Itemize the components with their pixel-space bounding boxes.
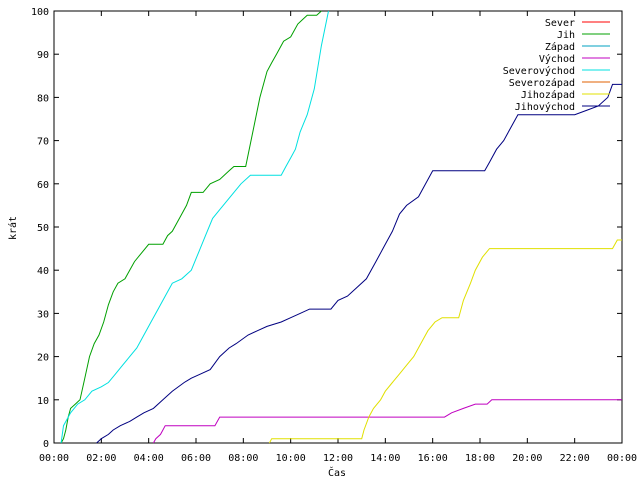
y-tick-label: 10 xyxy=(37,396,49,407)
legend-label: Sever xyxy=(545,18,575,29)
x-tick-label: 00:00 xyxy=(607,453,637,464)
series-line-6 xyxy=(268,239,622,444)
legend-label: Jih xyxy=(557,30,575,41)
x-tick-label: 18:00 xyxy=(465,453,495,464)
y-tick-label: 0 xyxy=(43,439,49,450)
legend-label: Severovýchod xyxy=(503,65,575,77)
legend-label: Východ xyxy=(539,53,575,65)
y-tick-label: 20 xyxy=(37,353,49,364)
series-line-3 xyxy=(152,399,622,444)
x-tick-label: 04:00 xyxy=(134,453,164,464)
y-tick-label: 40 xyxy=(37,266,49,277)
y-tick-label: 70 xyxy=(37,137,49,148)
x-tick-label: 10:00 xyxy=(276,453,306,464)
series-line-7 xyxy=(96,83,622,444)
y-tick-label: 30 xyxy=(37,309,49,320)
x-tick-label: 02:00 xyxy=(86,453,116,464)
legend: SeverJihZápadVýchodSeverovýchodSeverozáp… xyxy=(503,18,610,113)
axes: 0 10 20 30 40 50 60 70 80 90 100 00:00 02:00 04:00 06:… xyxy=(31,7,637,464)
y-tick-label: 90 xyxy=(37,50,49,61)
x-tick-label: 06:00 xyxy=(181,453,211,464)
x-tick-label: 22:00 xyxy=(560,453,590,464)
legend-label: Západ xyxy=(545,41,575,53)
x-tick-label: 14:00 xyxy=(370,453,400,464)
series-line-1 xyxy=(60,10,322,444)
y-tick-label: 50 xyxy=(37,223,49,234)
x-tick-label: 00:00 xyxy=(39,453,69,464)
x-tick-label: 16:00 xyxy=(418,453,448,464)
series-layer xyxy=(60,10,622,444)
y-tick-label: 60 xyxy=(37,180,49,191)
x-tick-label: 08:00 xyxy=(228,453,258,464)
x-tick-label: 12:00 xyxy=(323,453,353,464)
series-line-4 xyxy=(60,10,329,444)
x-tick-label: 20:00 xyxy=(512,453,542,464)
x-axis-label: Čas xyxy=(328,466,346,479)
y-tick-label: 100 xyxy=(31,7,49,18)
y-axis-label: krát xyxy=(7,216,19,240)
y-tick-label: 80 xyxy=(37,93,49,104)
legend-label: Severozápad xyxy=(509,77,575,89)
legend-label: Jihozápad xyxy=(521,89,575,101)
legend-label: Jihovýchod xyxy=(515,101,575,113)
